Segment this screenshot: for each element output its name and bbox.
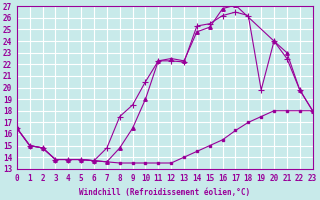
X-axis label: Windchill (Refroidissement éolien,°C): Windchill (Refroidissement éolien,°C): [79, 188, 250, 197]
